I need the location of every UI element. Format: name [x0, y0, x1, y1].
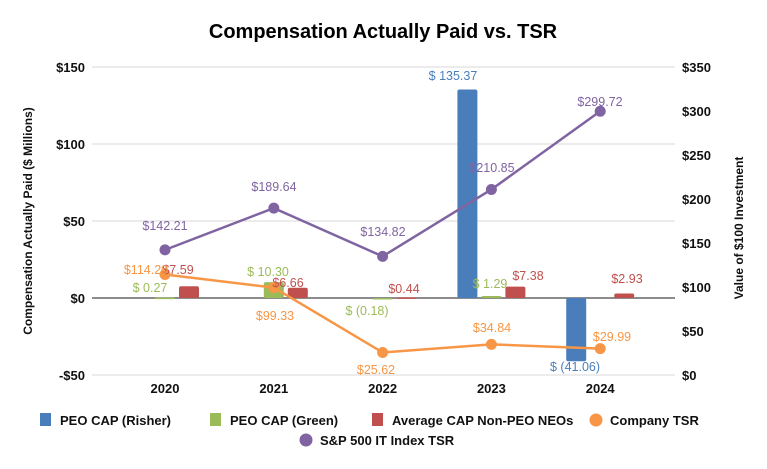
legend-label: PEO CAP (Risher)	[60, 413, 171, 428]
x-tick-label: 2022	[368, 381, 397, 396]
bar-average-cap-non-peo-neos	[614, 293, 635, 298]
legend-swatch	[40, 413, 51, 426]
legend-label: Average CAP Non-PEO NEOs	[392, 413, 573, 428]
y-right-tick-label: $300	[682, 104, 711, 119]
bar-average-cap-non-peo-neos	[505, 286, 526, 298]
data-label-s-p-500-it-index-tsr: $210.85	[469, 161, 514, 175]
point-company-tsr	[594, 343, 606, 355]
legend-swatch	[372, 413, 383, 426]
chart-title: Compensation Actually Paid vs. TSR	[209, 21, 558, 43]
legend-swatch	[589, 413, 603, 427]
bar-average-cap-non-peo-neos	[396, 297, 417, 299]
bar-peo-cap-risher-	[566, 298, 587, 362]
data-label-average-cap-non-peo-neos: $0.44	[388, 282, 419, 296]
y-left-tick-label: $150	[56, 60, 85, 75]
data-label-average-cap-non-peo-neos: $2.93	[611, 272, 642, 286]
data-label-s-p-500-it-index-tsr: $299.72	[577, 95, 622, 109]
y-left-tick-label: $0	[71, 291, 85, 306]
data-label-company-tsr: $114.20	[124, 263, 168, 277]
data-label-average-cap-non-peo-neos: $6.66	[272, 276, 303, 290]
y-right-tick-label: $350	[682, 60, 711, 75]
legend-label: PEO CAP (Green)	[230, 413, 338, 428]
data-label-company-tsr: $25.62	[357, 363, 395, 377]
x-tick-label: 2024	[586, 381, 616, 396]
data-label-peo-cap-risher-: $ 135.37	[429, 69, 478, 83]
legend-swatch	[299, 433, 313, 447]
y-axis-right-label: Value of $100 Investment	[732, 157, 746, 300]
point-company-tsr	[268, 282, 280, 294]
legend-swatch	[210, 413, 221, 426]
y-right-tick-label: $100	[682, 280, 711, 295]
data-label-average-cap-non-peo-neos: $7.59	[162, 263, 193, 277]
legend-label: S&P 500 IT Index TSR	[320, 433, 455, 448]
point-s-p-500-it-index-tsr	[377, 250, 389, 262]
bar-peo-cap-green-	[155, 297, 175, 300]
y-left-tick-label: $100	[56, 137, 85, 152]
x-tick-label: 2020	[151, 381, 180, 396]
legend-label: Company TSR	[610, 413, 699, 428]
bar-peo-cap-green-	[372, 298, 393, 300]
y-axis-left-label: Compensation Actually Paid ($ Millions)	[21, 107, 35, 335]
data-label-peo-cap-risher-: $ (41.06)	[550, 360, 600, 374]
data-label-peo-cap-green-: $ (0.18)	[345, 304, 388, 318]
point-s-p-500-it-index-tsr	[159, 244, 171, 256]
point-company-tsr	[377, 346, 389, 358]
data-label-company-tsr: $34.84	[473, 321, 511, 335]
y-right-tick-label: $150	[682, 236, 711, 251]
x-tick-label: 2021	[259, 381, 288, 396]
bar-peo-cap-risher-	[457, 89, 478, 298]
data-label-average-cap-non-peo-neos: $7.38	[512, 269, 543, 283]
y-right-tick-label: $200	[682, 192, 711, 207]
data-label-peo-cap-green-: $ 0.27	[133, 281, 168, 295]
y-left-tick-label: $50	[63, 214, 85, 229]
point-company-tsr	[485, 338, 497, 350]
data-label-company-tsr: $99.33	[256, 309, 294, 323]
data-label-company-tsr: $29.99	[593, 330, 631, 344]
point-s-p-500-it-index-tsr	[594, 105, 606, 117]
point-company-tsr	[159, 269, 171, 281]
y-left-tick-label: -$50	[59, 368, 85, 383]
data-label-peo-cap-green-: $ 10.30	[247, 265, 289, 279]
y-right-tick-label: $250	[682, 148, 711, 163]
bar-average-cap-non-peo-neos	[287, 287, 308, 298]
y-right-tick-label: $50	[682, 324, 704, 339]
bar-peo-cap-green-	[481, 296, 502, 298]
data-label-s-p-500-it-index-tsr: $134.82	[360, 225, 405, 239]
bar-average-cap-non-peo-neos	[179, 286, 199, 298]
y-right-tick-label: $0	[682, 368, 696, 383]
data-label-s-p-500-it-index-tsr: $189.64	[251, 180, 296, 194]
point-s-p-500-it-index-tsr	[485, 183, 497, 195]
data-label-peo-cap-green-: $ 1.29	[473, 277, 508, 291]
point-s-p-500-it-index-tsr	[268, 202, 280, 214]
x-tick-label: 2023	[477, 381, 506, 396]
data-label-s-p-500-it-index-tsr: $142.21	[142, 219, 187, 233]
